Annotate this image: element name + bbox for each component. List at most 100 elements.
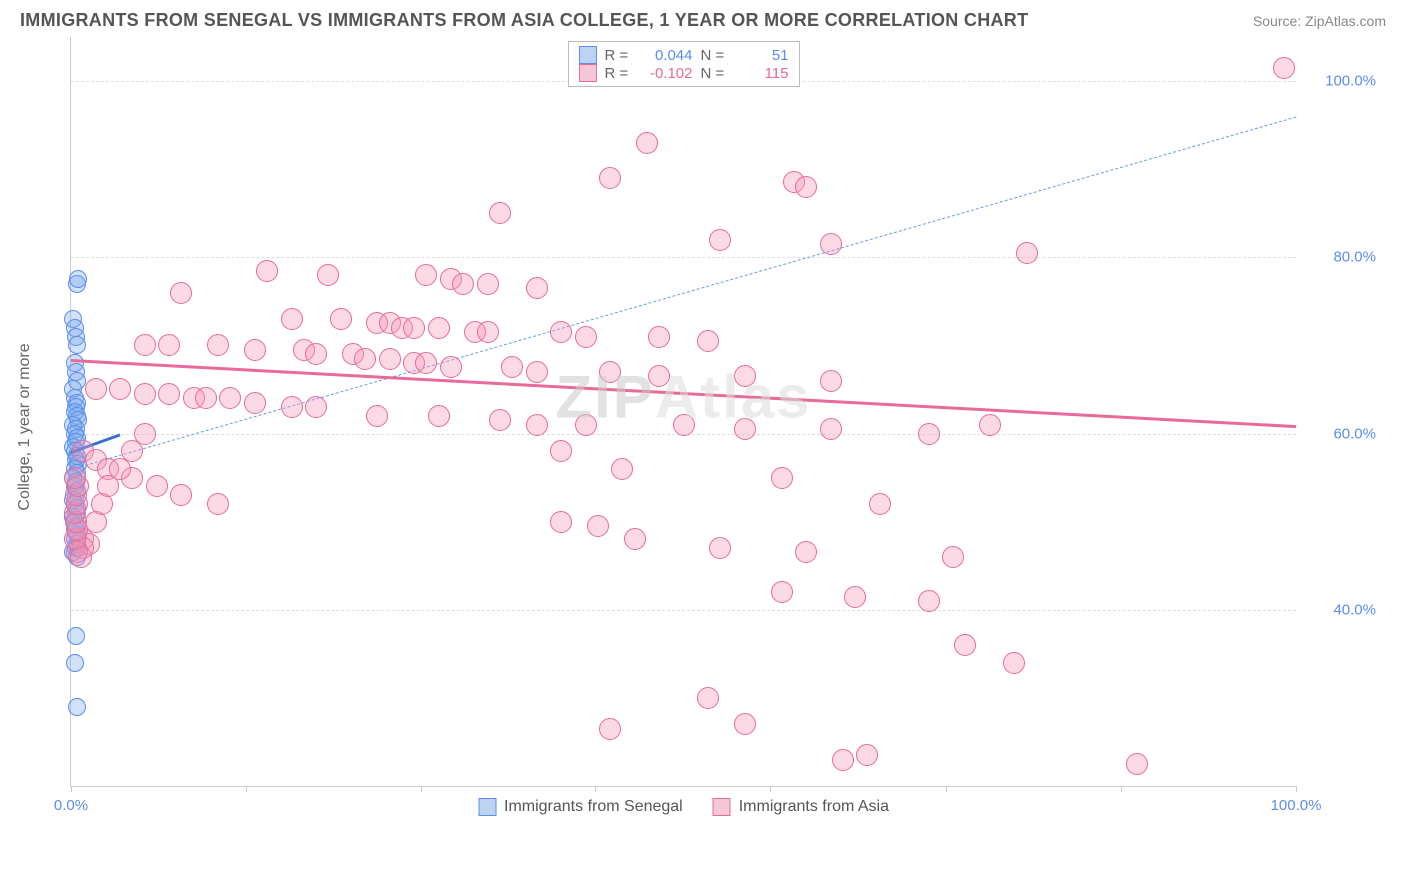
data-point [69,270,87,288]
legend-stats-row: R =-0.102N =115 [579,64,789,82]
data-point [305,396,327,418]
data-point [109,378,131,400]
data-point [587,515,609,537]
data-point [709,537,731,559]
y-axis-label: College, 1 year or more [16,343,34,510]
data-point [575,414,597,436]
y-tick-label: 40.0% [1306,601,1376,618]
data-point [195,387,217,409]
data-point [599,167,621,189]
r-value: 0.044 [641,47,693,64]
n-label: N = [701,47,729,64]
data-point [820,418,842,440]
x-tick [595,786,596,792]
data-point [170,282,192,304]
data-point [697,330,719,352]
y-tick-label: 80.0% [1306,249,1376,266]
data-point [305,343,327,365]
data-point [624,528,646,550]
data-point [64,467,86,489]
data-point [734,713,756,735]
legend-swatch [713,798,731,816]
data-point [918,590,940,612]
x-tick [946,786,947,792]
data-point [1126,753,1148,775]
data-point [771,467,793,489]
data-point [281,396,303,418]
data-point [979,414,1001,436]
data-point [942,546,964,568]
data-point [820,370,842,392]
r-value: -0.102 [641,65,693,82]
data-point [256,260,278,282]
data-point [134,423,156,445]
data-point [477,321,499,343]
data-point [85,378,107,400]
x-tick [1121,786,1122,792]
data-point [477,273,499,295]
data-point [771,581,793,603]
data-point [158,383,180,405]
data-point [379,348,401,370]
data-point [550,511,572,533]
data-point [795,541,817,563]
data-point [428,405,450,427]
data-point [734,365,756,387]
n-value: 115 [737,65,789,82]
data-point [526,277,548,299]
x-tick [770,786,771,792]
x-tick [71,786,72,792]
x-tick-label: 0.0% [54,797,88,814]
legend-swatch [478,798,496,816]
data-point [428,317,450,339]
data-point [869,493,891,515]
data-point [856,744,878,766]
data-point [611,458,633,480]
data-point [697,687,719,709]
data-point [550,440,572,462]
x-tick-label: 100.0% [1271,797,1322,814]
n-label: N = [701,65,729,82]
data-point [489,409,511,431]
data-point [134,383,156,405]
data-point [219,387,241,409]
n-value: 51 [737,47,789,64]
data-point [134,334,156,356]
data-point [1016,242,1038,264]
data-point [599,718,621,740]
plot-area: ZIPAtlas 40.0%60.0%80.0%100.0%0.0%100.0%… [70,37,1296,787]
chart-container: College, 1 year or more ZIPAtlas 40.0%60… [70,37,1386,817]
data-point [734,418,756,440]
data-point [66,654,84,672]
data-point [1273,57,1295,79]
x-tick [421,786,422,792]
data-point [648,365,670,387]
data-point [68,698,86,716]
data-point [954,634,976,656]
source-label: Source: ZipAtlas.com [1253,13,1386,29]
data-point [366,405,388,427]
gridline [71,257,1296,258]
data-point [501,356,523,378]
chart-title: IMMIGRANTS FROM SENEGAL VS IMMIGRANTS FR… [20,10,1028,31]
data-point [67,627,85,645]
data-point [207,334,229,356]
data-point [207,493,229,515]
legend-label: Immigrants from Asia [739,798,889,816]
data-point [415,352,437,374]
data-point [403,317,425,339]
data-point [599,361,621,383]
data-point [244,392,266,414]
data-point [452,273,474,295]
legend-stats-row: R = 0.044 N = 51 [579,46,789,64]
data-point [354,348,376,370]
data-point [832,749,854,771]
legend-stats: R = 0.044 N = 51R = -0.102 N = 115 [568,41,800,87]
r-label: R = [605,47,633,64]
data-point [636,132,658,154]
data-point [844,586,866,608]
data-point [709,229,731,251]
data-point [575,326,597,348]
data-point [281,308,303,330]
data-point [918,423,940,445]
